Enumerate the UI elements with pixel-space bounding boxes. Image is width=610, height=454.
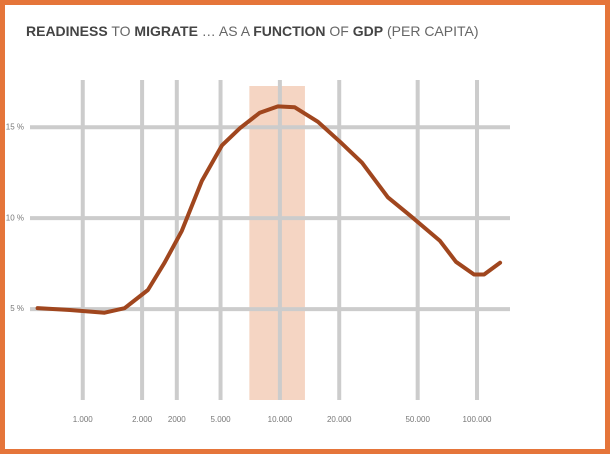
x-tick-label: 20.000 — [327, 415, 352, 424]
title-part: TO — [108, 23, 135, 39]
x-tick-label: 2000 — [168, 415, 186, 424]
x-tick-label: 1.000 — [73, 415, 94, 424]
line — [35, 104, 503, 315]
title-part: (PER CAPITA) — [383, 23, 478, 39]
x-tick-label: 2.000 — [132, 415, 153, 424]
title-part: MIGRATE — [134, 23, 198, 39]
y-tick-label: 5 % — [10, 304, 24, 313]
title-part: FUNCTION — [253, 23, 325, 39]
title-part: … AS A — [198, 23, 253, 39]
title-part: OF — [326, 23, 353, 39]
x-tick-label: 10.000 — [268, 415, 293, 424]
chart-title: READINESS TO MIGRATE … AS A FUNCTION OF … — [26, 23, 479, 39]
title-part: READINESS — [26, 23, 108, 39]
highlight-band — [249, 86, 305, 400]
y-tick-label: 10 % — [6, 213, 24, 222]
x-tick-label: 5.000 — [211, 415, 232, 424]
x-tick-label: 50.000 — [405, 415, 430, 424]
title-part: GDP — [353, 23, 383, 39]
x-tick-label: 100.000 — [463, 415, 492, 424]
y-tick-label: 15 % — [6, 122, 24, 131]
